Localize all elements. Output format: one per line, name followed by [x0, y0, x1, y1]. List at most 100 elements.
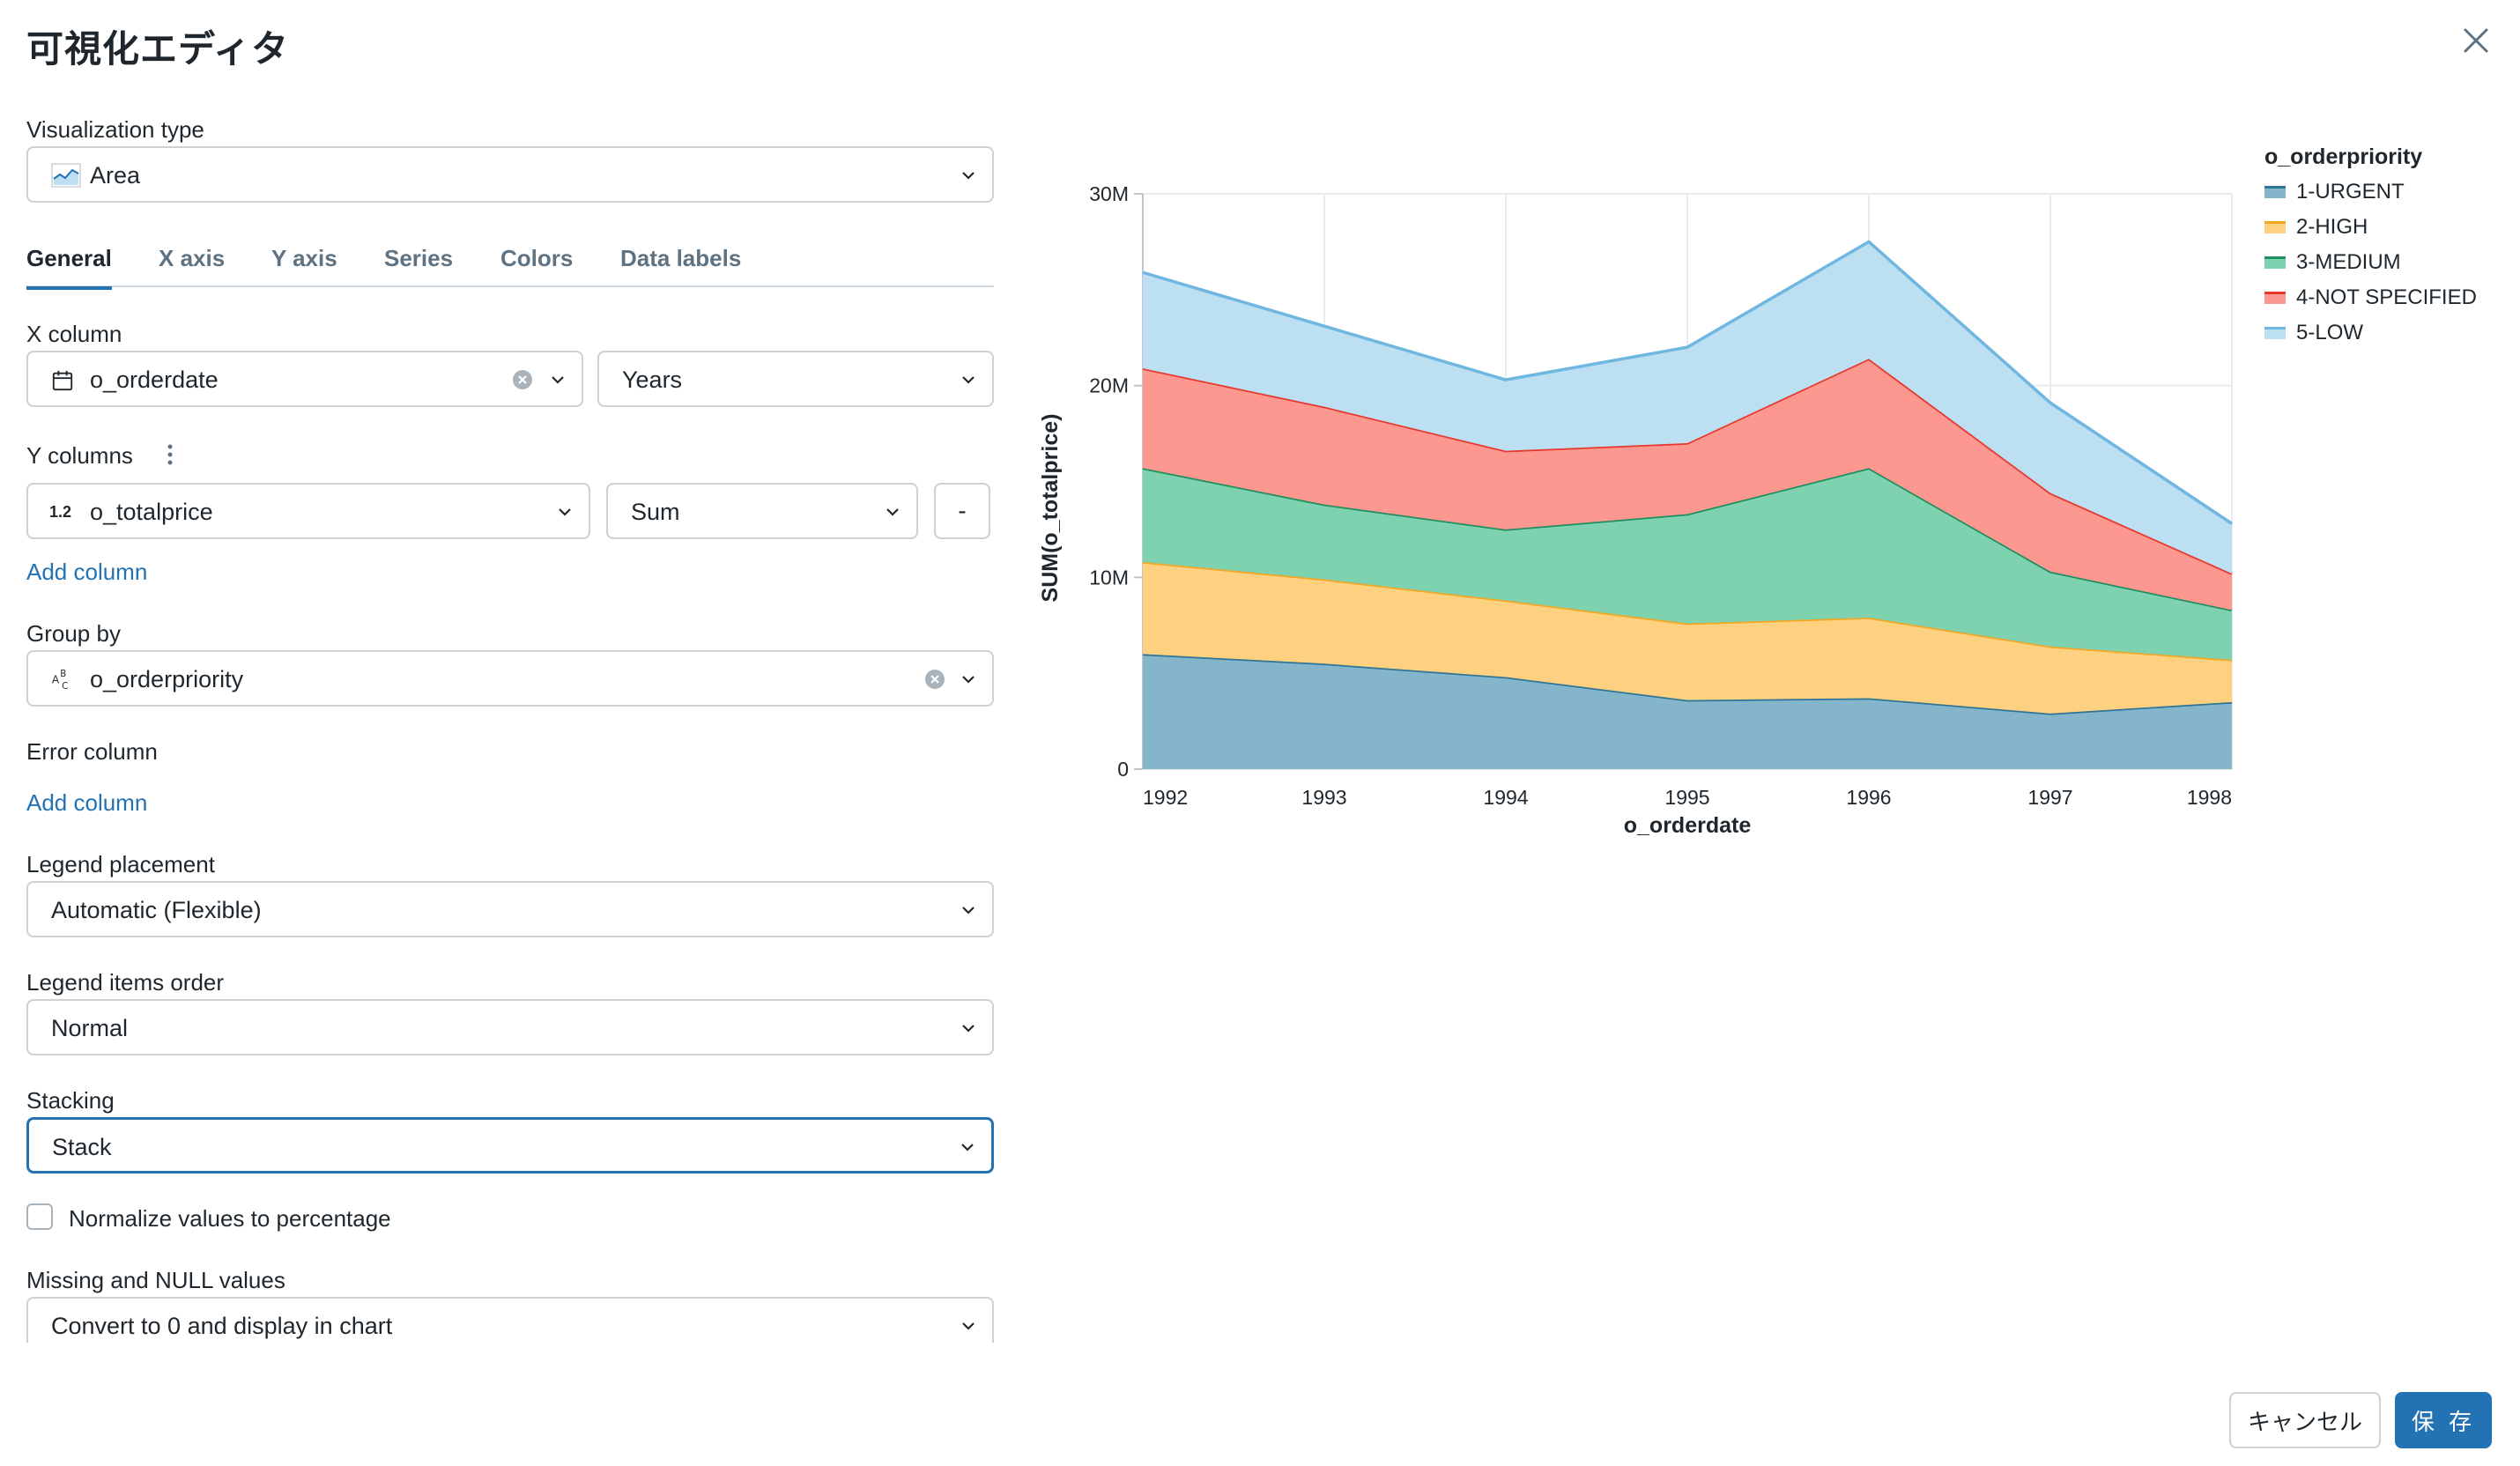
area-3-medium [1143, 468, 2232, 660]
legend-title: o_orderpriority [2264, 144, 2423, 169]
remove-y-column-button[interactable]: - [934, 483, 990, 539]
x-axis-title: o_orderdate [1624, 813, 1752, 838]
legend-label: 2-HIGH [2296, 215, 2368, 239]
legend-swatch [2264, 186, 2286, 198]
missing-null-value: Convert to 0 and display in chart [51, 1313, 393, 1339]
tab-colors[interactable]: Colors [500, 245, 574, 271]
legend-order-label: Legend items order [26, 969, 225, 996]
y-tick-label: 0 [1117, 758, 1129, 781]
legend-swatch [2264, 221, 2286, 233]
tab-x-axis[interactable]: X axis [159, 245, 226, 271]
chevron-down-icon [962, 376, 975, 384]
legend-placement-value: Automatic (Flexible) [51, 897, 262, 923]
normalize-label: Normalize values to percentage [69, 1205, 391, 1232]
string-type-icon: A B C [52, 669, 68, 692]
chevron-down-icon [962, 172, 975, 180]
viz-type-value: Area [90, 162, 141, 189]
chevron-down-icon [962, 676, 975, 684]
y-tick-label: 10M [1089, 566, 1129, 589]
chevron-down-icon [961, 1144, 974, 1151]
normalize-checkbox[interactable] [26, 1203, 53, 1230]
x-column-select[interactable]: o_orderdate [26, 351, 583, 407]
x-tick-label: 1993 [1301, 786, 1346, 809]
legend-order-value: Normal [51, 1015, 129, 1041]
tab-y-axis[interactable]: Y axis [271, 245, 337, 271]
legend-item[interactable]: 1-URGENT [2264, 180, 2405, 204]
settings-tabs: General X axis Y axis Series Colors Data… [26, 245, 994, 290]
error-column-label: Error column [26, 738, 158, 765]
x-tick-label: 1998 [2187, 786, 2232, 809]
group-by-select[interactable]: A B C o_orderpriority [26, 650, 994, 707]
save-button[interactable]: 保 存 [2395, 1392, 2492, 1448]
group-by-value: o_orderpriority [90, 666, 244, 692]
y-agg-select[interactable]: Sum [606, 483, 918, 539]
x-column-label: X column [26, 321, 122, 347]
legend-item[interactable]: 4-NOT SPECIFIED [2264, 285, 2477, 310]
area-chart: 0 10M 20M 30M 1992 1993 1994 1995 1996 1997 1998 o_… [1038, 182, 2233, 838]
clear-icon[interactable] [923, 668, 946, 691]
legend-swatch [2264, 292, 2286, 304]
y-column-select[interactable]: 1.2 o_totalprice [26, 483, 590, 539]
legend-item[interactable]: 3-MEDIUM [2264, 250, 2401, 275]
y-tick-label: 30M [1089, 182, 1129, 205]
y-agg-value: Sum [631, 499, 680, 525]
chevron-down-icon [552, 376, 564, 384]
svg-text:C: C [62, 681, 68, 692]
legend-label: 1-URGENT [2296, 180, 2405, 204]
kebab-menu-icon[interactable] [164, 442, 176, 467]
area-4-not-specified [1143, 359, 2232, 611]
stacking-value: Stack [52, 1134, 112, 1160]
area-2-high [1143, 561, 2232, 714]
chevron-down-icon [559, 508, 571, 516]
x-tick-label: 1992 [1143, 786, 1188, 809]
legend-label: 3-MEDIUM [2296, 250, 2401, 274]
y-axis-title: SUM(o_totalprice) [1038, 414, 1063, 603]
x-grain-value: Years [622, 366, 683, 393]
tab-general[interactable]: General [26, 245, 112, 290]
calendar-icon [52, 370, 73, 391]
legend-order-select[interactable]: Normal [26, 999, 994, 1055]
legend-swatch [2264, 256, 2286, 269]
area-5-low [1143, 241, 2232, 574]
stacking-label: Stacking [26, 1087, 115, 1114]
chevron-down-icon [962, 1025, 975, 1033]
missing-null-clip: Convert to 0 and display in chart [26, 1297, 994, 1343]
viz-type-select[interactable]: Area [26, 146, 994, 203]
cancel-button[interactable]: キャンセル [2229, 1392, 2381, 1448]
y-columns-label: Y columns [26, 442, 133, 469]
y-tick-label: 20M [1089, 374, 1129, 397]
svg-text:A: A [52, 674, 60, 686]
missing-null-label: Missing and NULL values [26, 1267, 285, 1293]
close-icon[interactable] [2458, 23, 2494, 58]
tab-data-labels[interactable]: Data labels [620, 245, 742, 271]
chevron-down-icon [886, 508, 899, 516]
tab-series[interactable]: Series [384, 245, 454, 271]
stacking-select[interactable]: Stack [26, 1117, 994, 1174]
x-tick-label: 1994 [1483, 786, 1528, 809]
add-y-column-link[interactable]: Add column [26, 559, 148, 585]
legend-swatch [2264, 327, 2286, 339]
chevron-down-icon [962, 1322, 975, 1330]
numeric-type-icon: 1.2 [49, 503, 72, 521]
legend-item[interactable]: 5-LOW [2264, 321, 2363, 345]
missing-null-select[interactable]: Convert to 0 and display in chart [26, 1297, 994, 1343]
x-tick-label: 1997 [2027, 786, 2072, 809]
group-by-label: Group by [26, 620, 121, 647]
add-error-column-link[interactable]: Add column [26, 789, 148, 816]
dialog-title: 可視化エディタ [26, 27, 290, 70]
chevron-down-icon [962, 907, 975, 914]
legend-placement-label: Legend placement [26, 851, 215, 877]
legend-label: 4-NOT SPECIFIED [2296, 285, 2477, 309]
viz-type-label: Visualization type [26, 116, 204, 143]
y-column-value: o_totalprice [90, 499, 213, 525]
legend-item[interactable]: 2-HIGH [2264, 215, 2368, 240]
area-1-urgent [1143, 654, 2232, 769]
x-grain-select[interactable]: Years [597, 351, 994, 407]
legend-placement-select[interactable]: Automatic (Flexible) [26, 881, 994, 937]
legend-label: 5-LOW [2296, 321, 2364, 344]
svg-text:B: B [60, 669, 66, 679]
x-tick-label: 1995 [1664, 786, 1709, 809]
x-tick-label: 1996 [1846, 786, 1891, 809]
clear-icon[interactable] [511, 368, 534, 391]
line-5-low [1142, 240, 2233, 525]
